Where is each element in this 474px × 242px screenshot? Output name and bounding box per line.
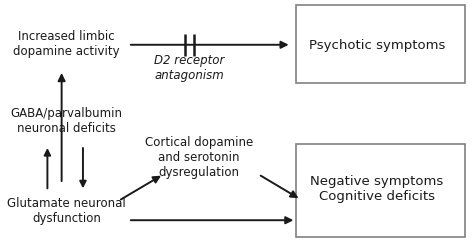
Bar xyxy=(296,5,465,83)
Text: D2 receptor
antagonism: D2 receptor antagonism xyxy=(155,54,225,82)
Text: Increased limbic
dopamine activity: Increased limbic dopamine activity xyxy=(13,30,119,58)
Text: GABA/parvalbumin
neuronal deficits: GABA/parvalbumin neuronal deficits xyxy=(10,107,122,135)
Bar xyxy=(296,144,465,237)
Text: Negative symptoms
Cognitive deficits: Negative symptoms Cognitive deficits xyxy=(310,175,444,203)
Text: Glutamate neuronal
dysfunction: Glutamate neuronal dysfunction xyxy=(7,197,126,225)
Text: Psychotic symptoms: Psychotic symptoms xyxy=(309,39,445,53)
Text: Cortical dopamine
and serotonin
dysregulation: Cortical dopamine and serotonin dysregul… xyxy=(145,136,253,179)
